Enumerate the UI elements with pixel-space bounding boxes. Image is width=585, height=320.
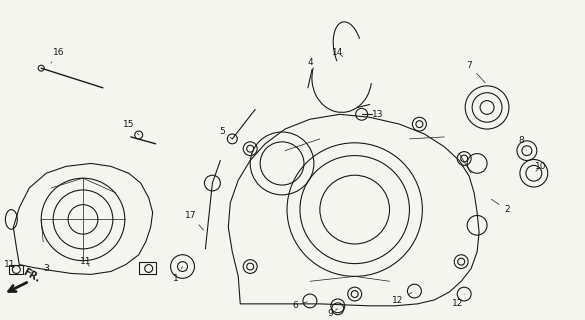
Text: 14: 14: [332, 48, 343, 57]
Text: 1: 1: [173, 267, 183, 283]
Text: 11: 11: [80, 257, 92, 266]
Text: 9: 9: [327, 309, 338, 318]
Text: 13: 13: [367, 110, 383, 119]
Text: FR.: FR.: [21, 267, 42, 284]
Text: 4: 4: [307, 58, 313, 70]
Text: 10: 10: [535, 162, 546, 171]
Text: 12: 12: [452, 294, 464, 308]
Text: 16: 16: [51, 48, 65, 63]
Text: 8: 8: [518, 136, 527, 151]
Text: 15: 15: [123, 120, 139, 135]
Text: 7: 7: [466, 61, 485, 83]
Text: 17: 17: [185, 211, 204, 230]
Text: 12: 12: [392, 292, 412, 305]
Text: 11: 11: [4, 260, 15, 269]
Text: 5: 5: [219, 126, 232, 139]
Text: 6: 6: [292, 301, 307, 310]
Text: 2: 2: [491, 199, 510, 214]
Text: 3: 3: [43, 264, 49, 273]
